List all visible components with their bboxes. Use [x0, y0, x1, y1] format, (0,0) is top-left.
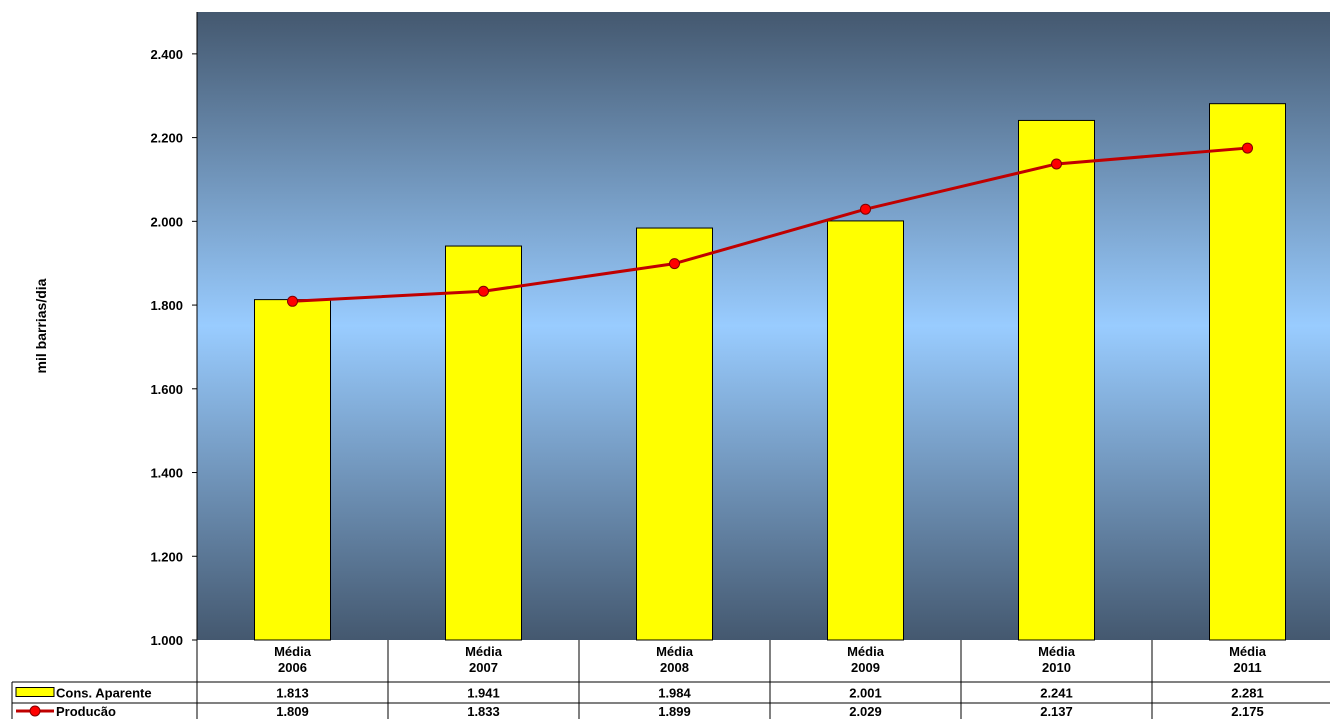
x-category-label: Média: [1038, 644, 1076, 659]
y-tick-label: 1.800: [150, 298, 183, 313]
bar-series: [254, 103, 1286, 641]
line-point: [478, 285, 489, 297]
line-point: [1051, 158, 1062, 170]
y-tick-label: 1.000: [150, 633, 183, 648]
legend-key-bar: [15, 687, 55, 697]
y-tick-label: 1.400: [150, 466, 183, 481]
bar: [1018, 119, 1095, 641]
x-category-label: 2009: [851, 660, 880, 675]
x-category-label: Média: [465, 644, 503, 659]
line-point: [287, 295, 298, 307]
y-tick-label: 2.400: [150, 47, 183, 62]
x-category-label: Média: [847, 644, 885, 659]
y-tick-label: 2.200: [150, 131, 183, 146]
plot-area-background: [197, 12, 1330, 640]
y-tick-label: 1.600: [150, 382, 183, 397]
table-cell-value: 2.137: [1040, 704, 1073, 719]
x-category-label: Média: [274, 644, 312, 659]
table-cell-value: 2.281: [1231, 686, 1264, 701]
line-series: [287, 142, 1253, 307]
y-axis-label: mil barrias/dia: [33, 278, 49, 373]
bar: [1209, 103, 1286, 641]
table-cell-value: 1.809: [276, 704, 309, 719]
y-tick-label: 1.200: [150, 549, 183, 564]
x-category-label: 2008: [660, 660, 689, 675]
table-cell-value: 2.029: [849, 704, 882, 719]
bar: [254, 299, 331, 641]
table-cell-value: 2.175: [1231, 704, 1264, 719]
table-cell-value: 1.941: [467, 686, 500, 701]
y-tick-label: 2.000: [150, 214, 183, 229]
table-cell-value: 2.241: [1040, 686, 1073, 701]
line-point: [1242, 142, 1253, 154]
line-point: [860, 203, 871, 215]
x-category-label: 2010: [1042, 660, 1071, 675]
x-category-label: 2007: [469, 660, 498, 675]
x-category-label: 2011: [1233, 660, 1261, 675]
bar: [636, 227, 713, 641]
bar: [445, 245, 522, 641]
table-cell-value: 1.813: [276, 686, 309, 701]
bar: [827, 220, 904, 641]
legend-label: Producão: [56, 704, 116, 719]
data-table: Média2006Média2007Média2008Média2009Médi…: [11, 640, 1330, 719]
table-cell-value: 1.833: [467, 704, 500, 719]
line-path: [292, 146, 1248, 303]
x-category-label: 2006: [278, 660, 307, 675]
legend-key-marker: [29, 705, 41, 717]
line-point: [669, 258, 680, 270]
x-category-label: Média: [656, 644, 694, 659]
x-category-label: Média: [1229, 644, 1267, 659]
legend-label: Cons. Aparente: [56, 686, 152, 701]
y-axis: 1.000 1.200 1.400 1.600 1.800 2.000 2.200 2.400: [150, 12, 198, 648]
table-cell-value: 1.984: [658, 686, 691, 701]
table-cell-value: 1.899: [658, 704, 691, 719]
table-cell-value: 2.001: [849, 686, 882, 701]
